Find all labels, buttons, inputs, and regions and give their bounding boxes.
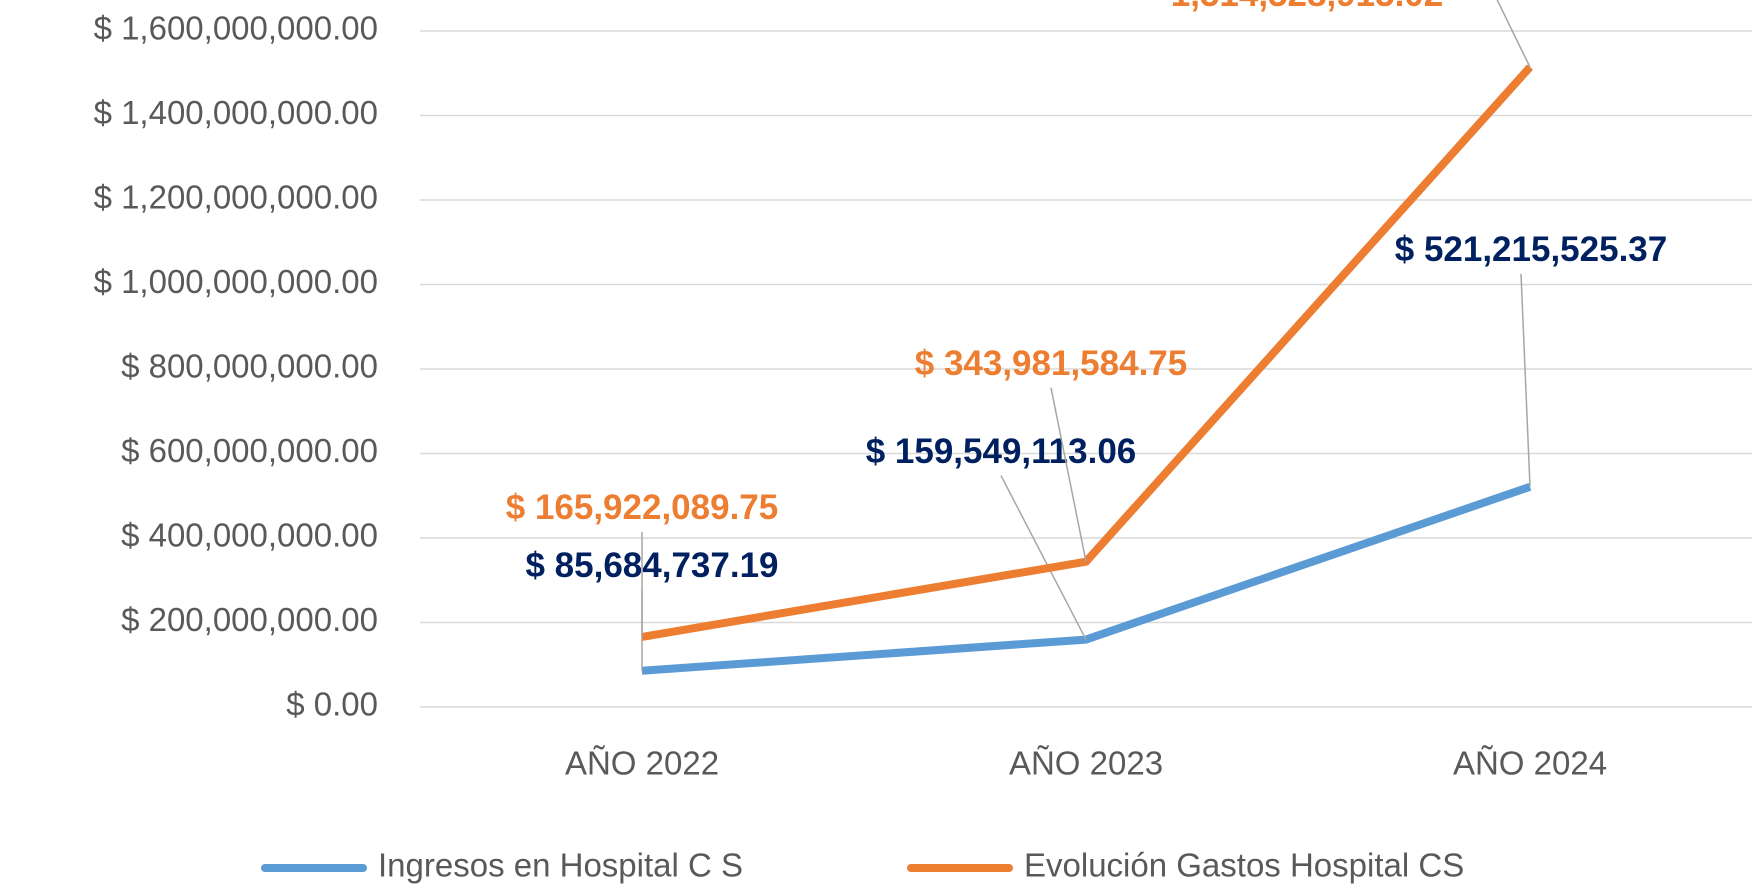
data-label: $ 159,549,113.06 <box>866 432 1137 471</box>
y-tick-label: $ 1,400,000,000.00 <box>94 94 378 131</box>
y-tick-label: $ 0.00 <box>286 686 378 723</box>
y-tick-label: $ 400,000,000.00 <box>121 517 378 554</box>
leader-line <box>1050 387 1087 562</box>
y-tick-label: $ 1,000,000,000.00 <box>94 263 378 300</box>
y-tick-label: $ 1,600,000,000.00 <box>94 10 378 47</box>
data-label: $1,514,528,915.02 <box>1171 0 1443 14</box>
data-line <box>641 64 1533 641</box>
data-label: $ 85,684,737.19 <box>525 546 778 585</box>
legend-label: Ingresos en Hospital C S <box>378 847 743 884</box>
legend-label: Evolución Gastos Hospital CS <box>1024 847 1464 884</box>
x-tick-label: AÑO 2024 <box>1453 745 1607 782</box>
y-tick-label: $ 1,200,000,000.00 <box>94 179 378 216</box>
data-label: $ 343,981,584.75 <box>915 344 1187 383</box>
data-line <box>641 483 1532 675</box>
x-tick-label: AÑO 2023 <box>1009 745 1163 782</box>
leader-line <box>1000 475 1087 640</box>
leader-line <box>1496 0 1531 68</box>
y-tick-label: $ 800,000,000.00 <box>121 348 378 385</box>
data-label: $ 521,215,525.37 <box>1395 230 1667 269</box>
leader-line <box>1520 273 1531 487</box>
y-tick-label: $ 200,000,000.00 <box>121 601 378 638</box>
y-tick-label: $ 600,000,000.00 <box>121 432 378 469</box>
x-tick-label: AÑO 2022 <box>565 745 719 782</box>
data-label: $ 165,922,089.75 <box>506 488 778 527</box>
